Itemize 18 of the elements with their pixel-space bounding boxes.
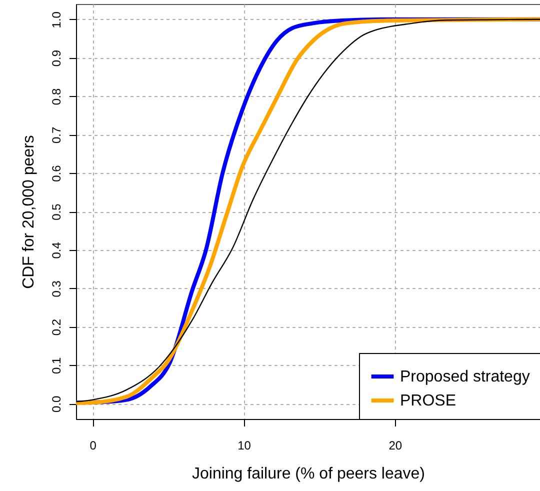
- y-tick-label: 1.0: [50, 11, 64, 28]
- legend-label: Proposed strategy: [400, 368, 530, 386]
- y-tick-label: 0.3: [50, 280, 64, 298]
- y-tick-label: 0.9: [50, 50, 64, 67]
- y-axis-title: CDF for 20,000 peers: [20, 135, 38, 289]
- y-tick-label: 0.8: [50, 88, 64, 106]
- legend-label: PROSE: [400, 392, 456, 410]
- x-tick-label: 10: [238, 438, 252, 452]
- y-tick-label: 0.0: [50, 395, 64, 412]
- y-tick-label: 0.6: [50, 164, 64, 182]
- y-tick-label: 0.4: [50, 242, 64, 259]
- y-tick-label: 0.2: [50, 318, 64, 336]
- x-tick-label: 0: [90, 438, 97, 452]
- x-axis-title: Joining failure (% of peers leave): [192, 466, 426, 482]
- y-tick-label: 0.1: [50, 357, 64, 374]
- y-tick-label: 0.5: [50, 203, 64, 220]
- x-tick-label: 20: [388, 438, 402, 452]
- y-tick-label: 0.7: [50, 126, 64, 144]
